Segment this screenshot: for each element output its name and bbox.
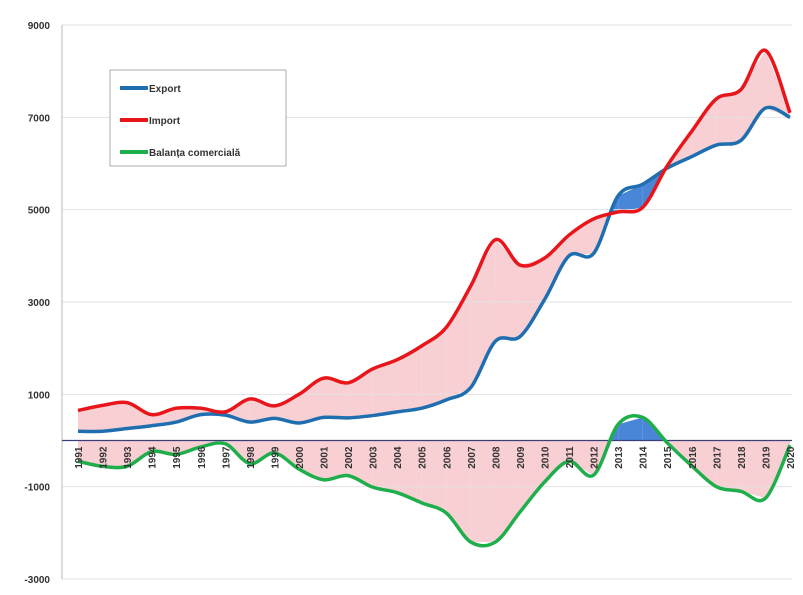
x-tick-label: 2014: [639, 446, 650, 469]
y-tick-label: 5000: [28, 206, 51, 217]
x-tick-label: 1993: [123, 446, 134, 469]
x-tick-label: 2017: [712, 446, 723, 469]
x-tick-label: 2020: [786, 446, 797, 469]
area-fill: [544, 440, 570, 483]
area-fill: [470, 440, 496, 543]
area-fill: [495, 239, 520, 342]
area-fill: [495, 440, 520, 543]
legend-label: Import: [149, 116, 181, 127]
area-fill: [397, 345, 422, 412]
x-tick-label: 2005: [418, 446, 429, 469]
x-tick-label: 2000: [295, 446, 306, 469]
x-tick-label: 2012: [590, 446, 601, 469]
area-fill: [176, 440, 201, 455]
x-tick-label: 2016: [688, 446, 699, 469]
x-tick-label: 2003: [369, 446, 380, 469]
x-tick-label: 2001: [320, 446, 331, 469]
series-line: [77, 105, 791, 434]
y-tick-label: -3000: [24, 575, 50, 586]
y-tick-label: 7000: [28, 113, 51, 124]
area-fill: [397, 440, 422, 503]
y-tick-label: -1000: [24, 483, 50, 494]
area-fill: [298, 440, 324, 480]
area-fill: [569, 440, 594, 476]
area-fill: [691, 98, 717, 157]
area-fill: [740, 50, 766, 141]
area-fill: [519, 258, 545, 337]
y-tick-label: 3000: [28, 298, 51, 309]
area-fill: [323, 378, 349, 418]
x-tick-label: 2004: [393, 446, 404, 469]
area-fill: [519, 440, 545, 513]
area-fill: [274, 440, 299, 470]
area-fill: [102, 402, 128, 432]
area-fill: [127, 440, 152, 467]
x-tick-label: 2007: [467, 446, 478, 469]
legend: Export Import Balanța comercială: [120, 84, 241, 159]
area-fill: [127, 402, 152, 429]
x-tick-label: 2008: [491, 446, 502, 469]
area-fill: [618, 184, 643, 212]
x-tick-label: 2002: [344, 446, 355, 469]
x-tick-label: 2009: [516, 446, 527, 469]
area-fill: [298, 378, 324, 423]
x-tick-label: 1997: [221, 446, 232, 469]
area-fill: [372, 440, 398, 493]
area-fill: [569, 218, 594, 256]
labels: -3000 -1000 1000 3000 5000 7000 9000 1991 1992 19…: [24, 21, 797, 586]
area-fill: [249, 440, 275, 464]
area-fill: [102, 440, 128, 467]
area-fill: [618, 417, 643, 441]
area-fill: [78, 440, 103, 467]
area-fill: [691, 440, 717, 487]
area-fill: [323, 440, 349, 480]
area-fill: [446, 440, 471, 543]
area-fill: [765, 50, 790, 118]
grid: [61, 24, 792, 580]
area-fill: [421, 440, 447, 513]
area-fill: [78, 405, 103, 432]
x-tick-label: 1994: [148, 446, 159, 469]
area-fill: [716, 440, 741, 492]
area-fill: [274, 394, 299, 423]
legend-label: Balanța comercială: [149, 148, 241, 159]
x-tick-label: 2013: [614, 446, 625, 469]
area-fill: [421, 327, 447, 409]
x-tick-label: 1998: [246, 446, 257, 469]
legend-label: Export: [149, 84, 181, 95]
area-fill: [151, 408, 177, 426]
x-tick-label: 1991: [74, 446, 85, 469]
lines: [77, 48, 792, 548]
x-tick-label: 1996: [197, 446, 208, 469]
area-fill: [765, 440, 790, 499]
x-tick-label: 2011: [565, 446, 576, 468]
x-tick-label: 2006: [442, 446, 453, 469]
area-fill: [740, 440, 766, 499]
x-tick-label: 1992: [99, 446, 110, 469]
area-fill: [372, 359, 398, 416]
y-tick-label: 1000: [28, 390, 51, 401]
x-tick-label: 1999: [270, 446, 281, 469]
series-line: [77, 413, 792, 548]
series-line: [77, 48, 792, 417]
x-tick-label: 1995: [172, 446, 183, 469]
area-fill: [446, 285, 471, 400]
y-tick-label: 9000: [28, 21, 51, 32]
x-tick-label: 2018: [737, 446, 748, 469]
x-tick-label: 2015: [663, 446, 674, 469]
area-fill: [544, 235, 570, 300]
x-tick-label: 2010: [540, 446, 551, 469]
x-tick-label: 2019: [761, 446, 772, 469]
area-fill: [348, 440, 373, 488]
